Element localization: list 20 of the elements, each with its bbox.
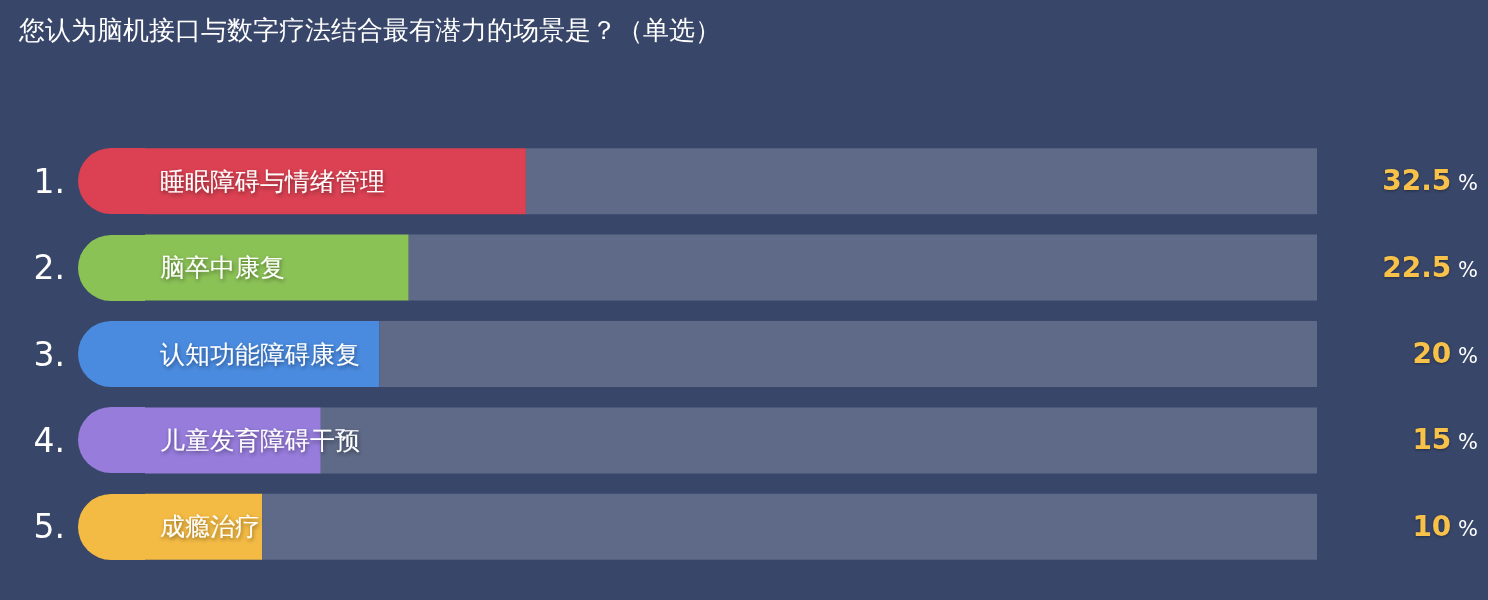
y-tick-label: 脑卒中康复: [160, 253, 285, 283]
data-label: 32.5 %: [1382, 164, 1478, 198]
y-tick-label: 睡眠障碍与情绪管理: [160, 166, 385, 196]
bar: [379, 321, 1317, 387]
data-label: 10 %: [1412, 509, 1478, 543]
text: 5.: [33, 507, 65, 547]
text: 2.: [33, 248, 65, 288]
data-label: 15 %: [1412, 423, 1478, 457]
y-tick-label: 儿童发育障碍干预: [160, 425, 360, 455]
text: 4.: [33, 420, 65, 460]
y-tick-label: 认知功能障碍康复: [160, 339, 360, 369]
data-label: 20 %: [1412, 337, 1478, 370]
text: 1.: [33, 161, 65, 201]
bar: [408, 234, 1317, 301]
text: 3.: [33, 334, 65, 374]
bar: [525, 148, 1317, 215]
bar: [262, 493, 1317, 560]
data-label: 22.5 %: [1382, 250, 1478, 284]
chart-title: 您认为脑机接口与数字疗法结合最有潜力的场景是？（单选）: [18, 15, 721, 45]
y-tick-label: 成瘾治疗: [160, 512, 260, 542]
